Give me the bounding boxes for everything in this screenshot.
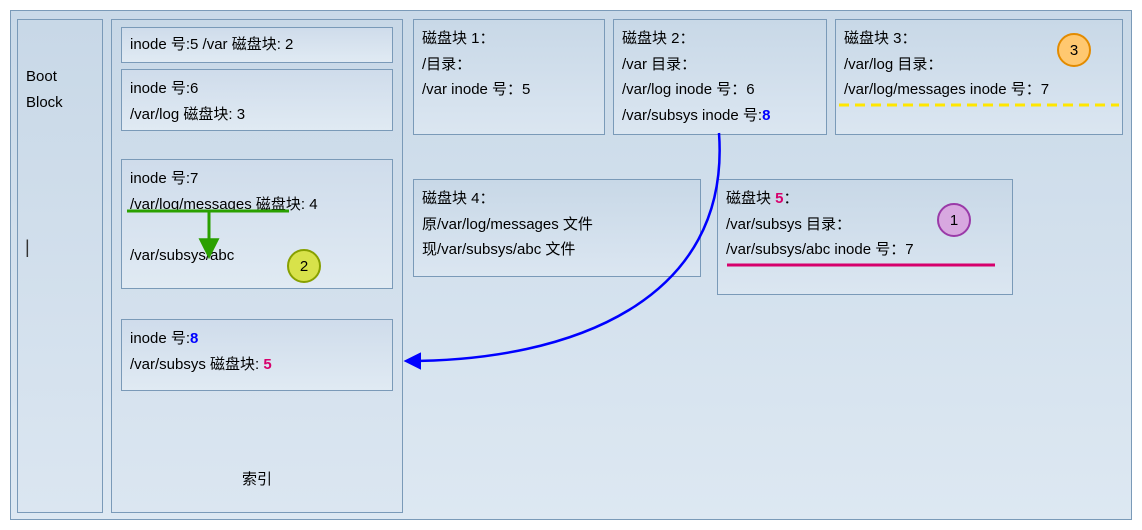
disk2-l1: 磁盘块 2： xyxy=(622,26,818,52)
disk2-l4a: /var/subsys inode 号: xyxy=(622,107,762,124)
inode-8-l1a: inode 号: xyxy=(130,330,190,347)
disk5-l1b: 5 xyxy=(775,190,783,207)
inode-7-l3: /var/subsys/abc xyxy=(130,243,384,269)
disk4-l2: 原/var/log/messages 文件 xyxy=(422,212,692,238)
disk2-l3: /var/log inode 号：6 xyxy=(622,77,818,103)
index-label: 索引 xyxy=(112,467,402,493)
circle-3-label: 3 xyxy=(1070,42,1078,59)
disk4-l1: 磁盘块 4： xyxy=(422,186,692,212)
inode-7-box: inode 号:7 /var/log/messages 磁盘块: 4 /var/… xyxy=(121,159,393,289)
boot-block-box: Boot Block xyxy=(17,19,103,513)
inode-5-text: inode 号:5 /var 磁盘块: 2 xyxy=(130,32,293,58)
inode-6-l1: inode 号:6 xyxy=(130,76,384,102)
disk1-l2: /目录： xyxy=(422,52,596,78)
inode-7-l2: /var/log/messages 磁盘块: 4 xyxy=(130,192,384,218)
inode-6-box: inode 号:6 /var/log 磁盘块: 3 xyxy=(121,69,393,131)
disk1-l1: 磁盘块 1： xyxy=(422,26,596,52)
diagram-canvas: Boot Block 索引 inode 号:5 /var 磁盘块: 2 inod… xyxy=(10,10,1132,520)
circle-2-label: 2 xyxy=(300,258,308,275)
disk2-l2: /var 目录： xyxy=(622,52,818,78)
disk2-l4b: 8 xyxy=(762,107,770,124)
disk3-l3: /var/log/messages inode 号：7 xyxy=(844,77,1114,103)
disk5-l1c: ： xyxy=(784,190,799,207)
boot-line1: Boot xyxy=(26,64,94,90)
disk5-l3: /var/subsys/abc inode 号：7 xyxy=(726,237,1004,263)
step-circle-1: 1 xyxy=(937,203,971,237)
disk-1-box: 磁盘块 1： /目录： /var inode 号：5 xyxy=(413,19,605,135)
boot-line2: Block xyxy=(26,90,94,116)
inode-8-l1: inode 号:8 xyxy=(130,326,384,352)
inode-8-box: inode 号:8 /var/subsys 磁盘块: 5 xyxy=(121,319,393,391)
inode-8-l2a: /var/subsys 磁盘块: xyxy=(130,356,263,373)
inode-8-l2b: 5 xyxy=(263,356,271,373)
disk4-l3: 现/var/subsys/abc 文件 xyxy=(422,237,692,263)
step-circle-3: 3 xyxy=(1057,33,1091,67)
disk2-l4: /var/subsys inode 号:8 xyxy=(622,103,818,129)
disk1-l3: /var inode 号：5 xyxy=(422,77,596,103)
inode-8-l2: /var/subsys 磁盘块: 5 xyxy=(130,352,384,378)
step-circle-2: 2 xyxy=(287,249,321,283)
inode-6-l2: /var/log 磁盘块: 3 xyxy=(130,102,384,128)
inode-7-l1: inode 号:7 xyxy=(130,166,384,192)
circle-1-label: 1 xyxy=(950,212,958,229)
disk-4-box: 磁盘块 4： 原/var/log/messages 文件 现/var/subsy… xyxy=(413,179,701,277)
disk-2-box: 磁盘块 2： /var 目录： /var/log inode 号：6 /var/… xyxy=(613,19,827,135)
disk5-l1a: 磁盘块 xyxy=(726,190,775,207)
text-cursor-icon: | xyxy=(25,237,30,258)
disk-5-box: 磁盘块 5： /var/subsys 目录： /var/subsys/abc i… xyxy=(717,179,1013,295)
inode-5-box: inode 号:5 /var 磁盘块: 2 xyxy=(121,27,393,63)
inode-8-l1b: 8 xyxy=(190,330,198,347)
